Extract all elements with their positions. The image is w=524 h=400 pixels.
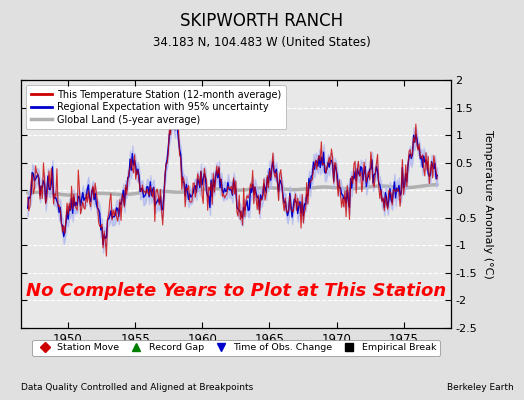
Text: SKIPWORTH RANCH: SKIPWORTH RANCH bbox=[180, 12, 344, 30]
Text: Berkeley Earth: Berkeley Earth bbox=[447, 383, 514, 392]
Text: 34.183 N, 104.483 W (United States): 34.183 N, 104.483 W (United States) bbox=[153, 36, 371, 49]
Legend: Station Move, Record Gap, Time of Obs. Change, Empirical Break: Station Move, Record Gap, Time of Obs. C… bbox=[32, 340, 440, 356]
Text: Data Quality Controlled and Aligned at Breakpoints: Data Quality Controlled and Aligned at B… bbox=[21, 383, 253, 392]
Legend: This Temperature Station (12-month average), Regional Expectation with 95% uncer: This Temperature Station (12-month avera… bbox=[26, 85, 286, 130]
Y-axis label: Temperature Anomaly (°C): Temperature Anomaly (°C) bbox=[483, 130, 493, 278]
Text: No Complete Years to Plot at This Station: No Complete Years to Plot at This Statio… bbox=[26, 282, 446, 300]
